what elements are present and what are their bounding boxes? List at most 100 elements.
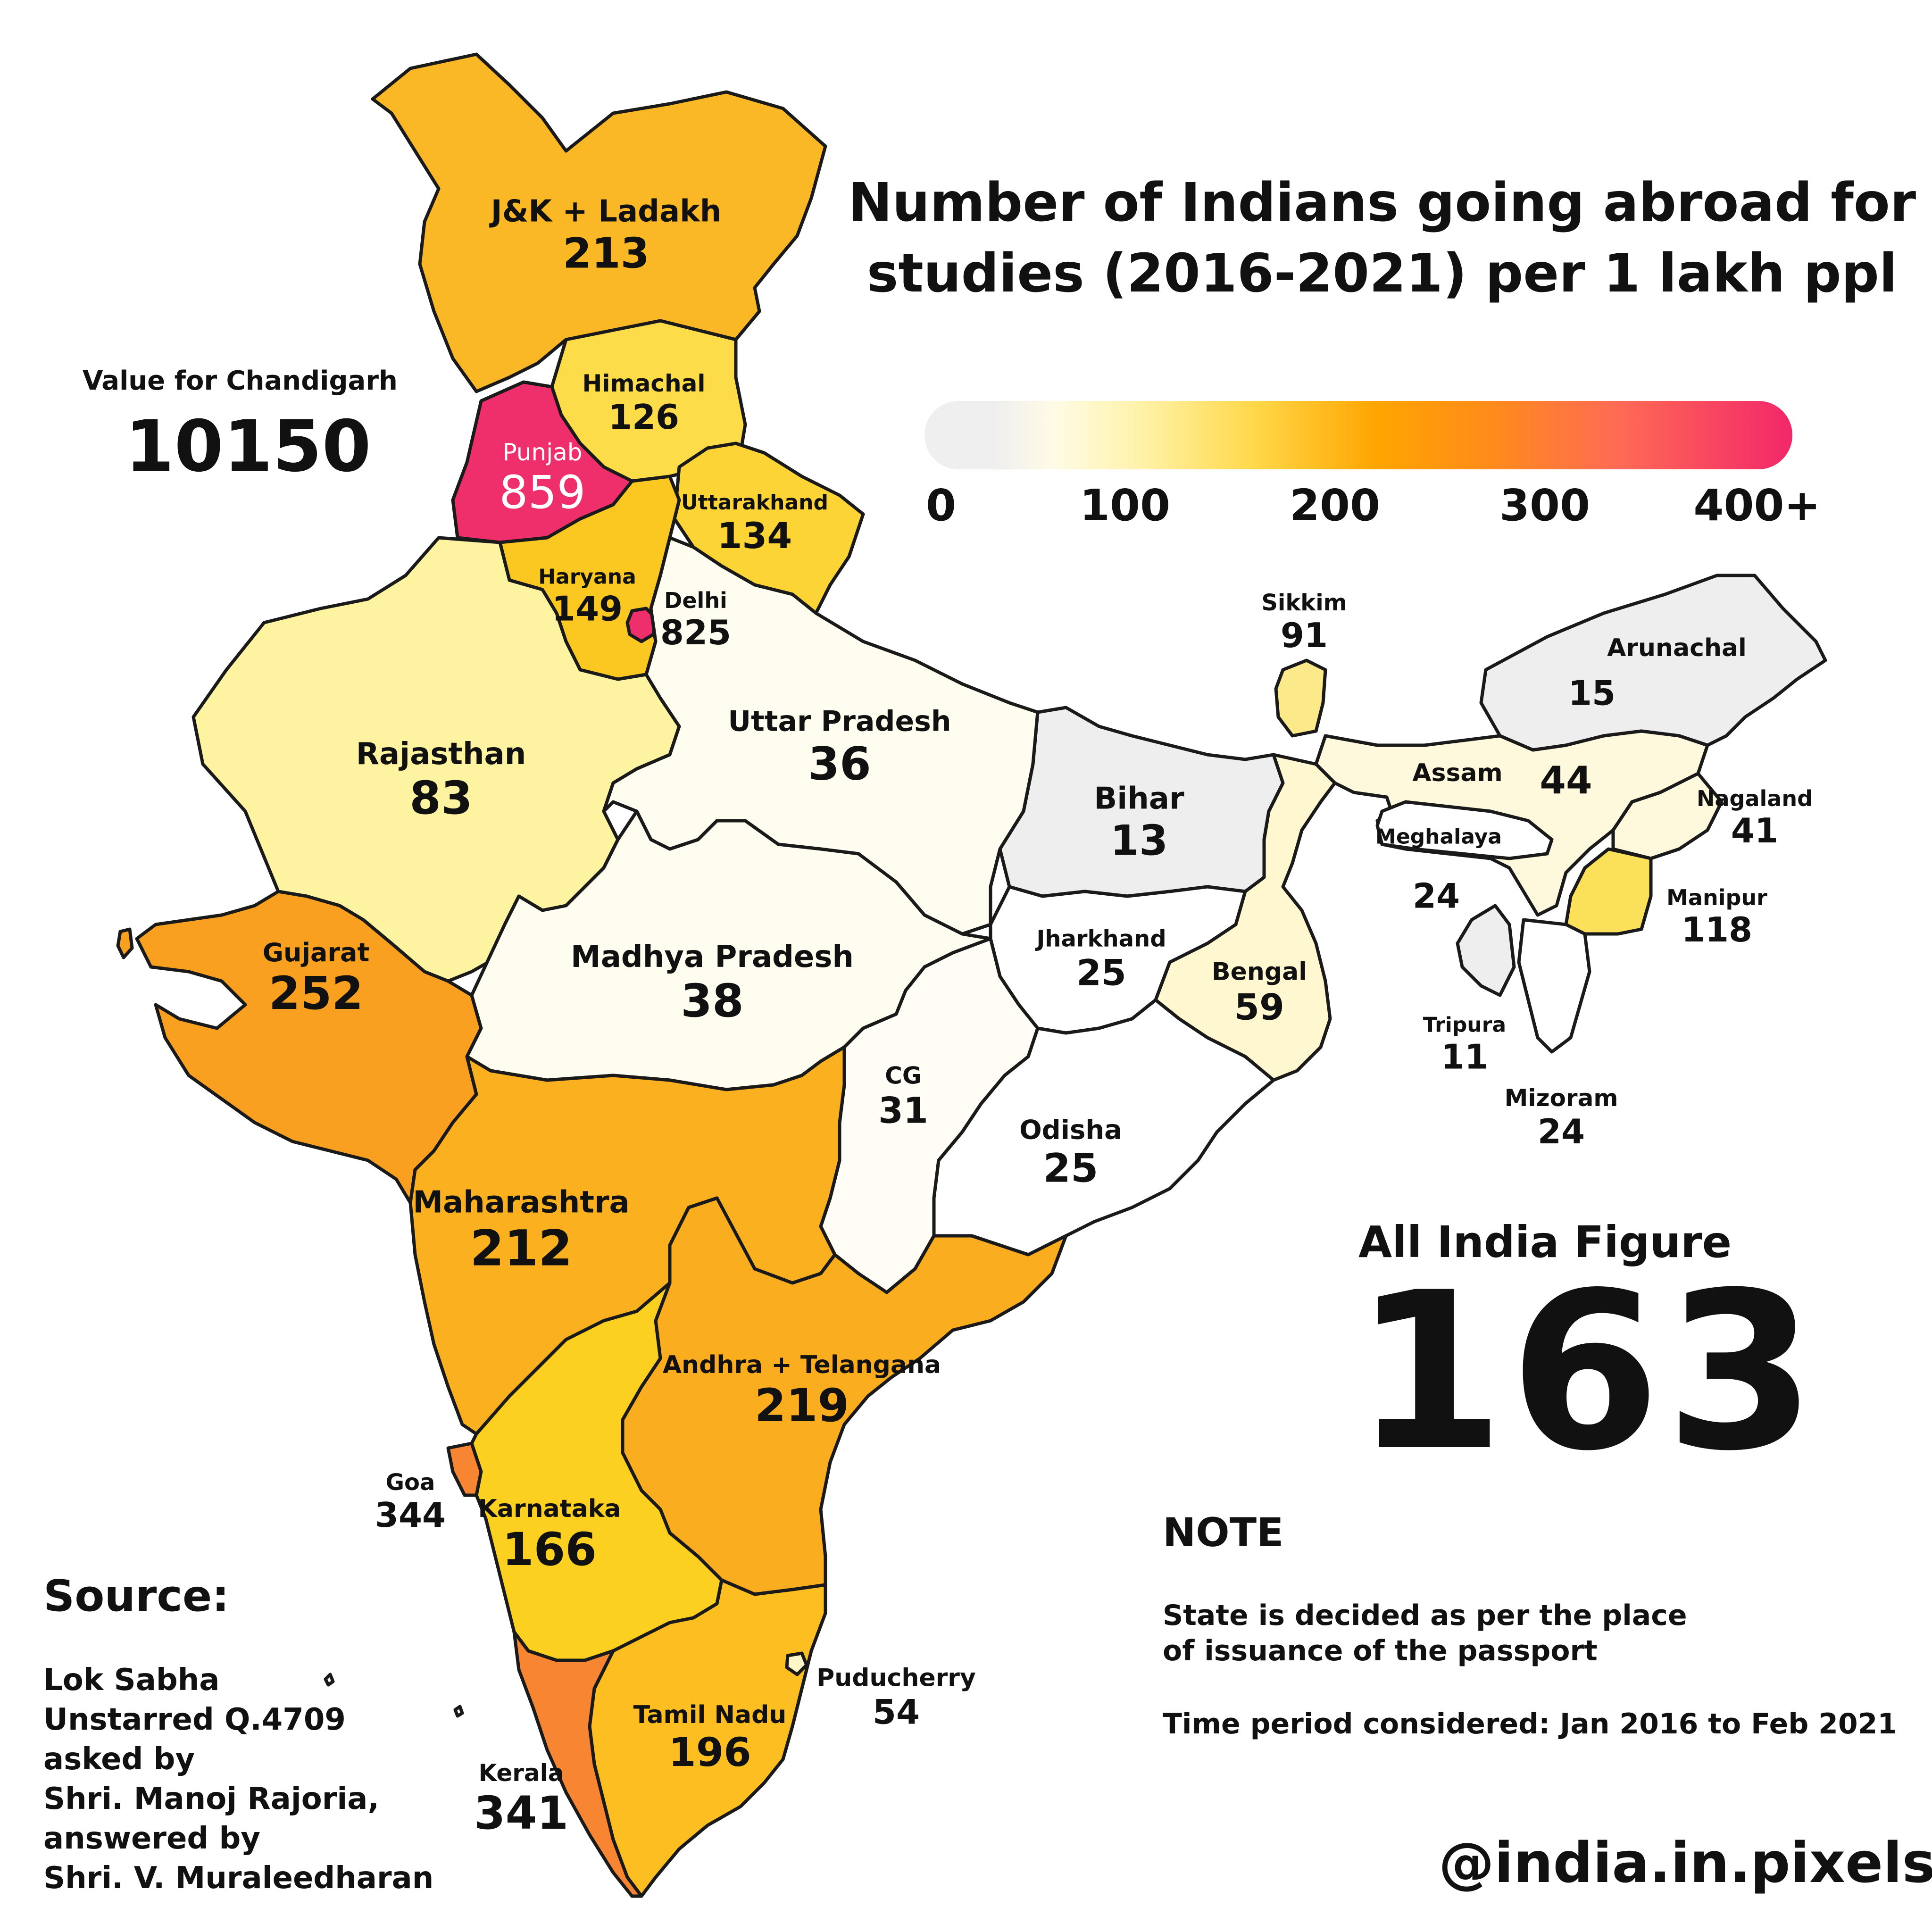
region-meghalaya — [1375, 800, 1554, 860]
source-text: Lok Sabha Unstarred Q.4709 asked by Shri… — [43, 1660, 468, 1898]
lakshadweep-island — [453, 1705, 464, 1718]
region-label: Delhi 825 — [660, 588, 731, 652]
region-name: Karnataka — [478, 1494, 621, 1523]
author-credit: @india.in.pixels — [1439, 1830, 1932, 1895]
region-name: Nagaland — [1697, 786, 1813, 812]
region-value: 83 — [409, 771, 473, 824]
diu-island — [116, 927, 134, 959]
source-heading: Source: — [43, 1571, 230, 1621]
region-value: 118 — [1681, 910, 1753, 950]
region-gujarat — [135, 890, 483, 1205]
region-name: Tripura — [1423, 1013, 1507, 1037]
region-label: Meghalaya — [1375, 825, 1502, 849]
region-name: Bengal — [1211, 958, 1307, 986]
region-value-label: 24 — [1412, 876, 1460, 916]
scale-tick: 300 — [1499, 480, 1591, 531]
region-value: 196 — [668, 1729, 751, 1775]
region-name: Maharashtra — [413, 1185, 630, 1220]
region-name: Odisha — [1019, 1115, 1122, 1146]
region-value: 41 — [1731, 811, 1779, 851]
region-value: 166 — [502, 1523, 597, 1576]
region-label: Arunachal — [1607, 634, 1747, 663]
region-value: 11 — [1441, 1036, 1489, 1076]
region-label: Mizoram 24 — [1504, 1084, 1618, 1151]
region-label: J&K + Ladakh 213 — [491, 194, 722, 277]
region-value: 859 — [499, 466, 586, 519]
region-name: Delhi — [664, 588, 727, 614]
note-text: State is decided as per the place — [1163, 1599, 1687, 1632]
region-label: CG 31 — [878, 1062, 928, 1131]
region-odisha — [932, 998, 1275, 1257]
source-line: Lok Sabha — [43, 1663, 220, 1698]
region-name: CG — [885, 1062, 922, 1090]
scale-tick: 200 — [1289, 480, 1381, 531]
region-value: 24 — [1537, 1111, 1585, 1151]
source-line: Shri. V. Muraleedharan — [43, 1861, 434, 1896]
title-line-1: Number of Indians going abroad for — [848, 172, 1916, 233]
region-value-label: 15 — [1568, 674, 1616, 713]
chandigarh-label: Value for Chandigarh — [83, 366, 398, 396]
region-value: 341 — [474, 1786, 569, 1840]
region-name: Kerala — [478, 1759, 564, 1787]
region-label: Assam — [1412, 759, 1502, 788]
all-india-label: All India Figure — [1358, 1217, 1732, 1267]
scale-tick: 0 — [925, 480, 957, 531]
region-label: Madhya Pradesh 38 — [571, 940, 854, 1027]
source-line: Unstarred Q.4709 — [43, 1702, 346, 1737]
note-heading: NOTE — [1163, 1509, 1284, 1556]
region-label: Nagaland 41 — [1697, 786, 1813, 850]
region-value: 54 — [872, 1692, 920, 1732]
region-value-label: 44 — [1540, 759, 1592, 802]
region-label: Bengal 59 — [1211, 958, 1307, 1028]
lakshadweep-island — [324, 1673, 335, 1687]
region-name: Arunachal — [1607, 634, 1747, 663]
region-delhi — [625, 607, 658, 643]
region-label: Tripura 11 — [1423, 1013, 1506, 1076]
region-label: Maharashtra 212 — [413, 1185, 629, 1276]
region-name: Haryana — [538, 565, 636, 589]
region-mizoram — [1517, 918, 1591, 1054]
region-name: Jharkhand — [1036, 925, 1166, 952]
region-label: Sikkim 91 — [1261, 590, 1347, 655]
region-arunachal — [1479, 574, 1827, 752]
region-label: Bihar 13 — [1094, 782, 1184, 864]
chandigarh-value: 10150 — [125, 406, 371, 488]
region-name: Meghalaya — [1375, 824, 1502, 849]
region-label: Rajasthan 83 — [356, 737, 526, 824]
region-label: Gujarat 252 — [263, 938, 370, 1019]
region-value: 24 — [1412, 876, 1460, 916]
region-name: Assam — [1412, 759, 1503, 788]
region-value: 126 — [608, 397, 680, 437]
region-value: 38 — [681, 974, 744, 1027]
region-label: Manipur 118 — [1666, 885, 1767, 949]
region-name: Mizoram — [1504, 1084, 1618, 1112]
scale-tick: 400+ — [1693, 480, 1821, 531]
region-value: 91 — [1280, 616, 1328, 656]
region-kerala — [512, 1630, 643, 1898]
all-india-value: 163 — [1354, 1246, 1821, 1499]
region-value: 44 — [1540, 758, 1592, 802]
region-value: 25 — [1076, 951, 1126, 994]
color-scale-bar — [924, 401, 1792, 469]
region-tripura — [1456, 904, 1516, 997]
region-value: 344 — [375, 1495, 446, 1535]
region-label: Andhra + Telangana 219 — [663, 1351, 941, 1432]
region-label: Tamil Nadu 196 — [633, 1701, 787, 1775]
region-label: Uttar Pradesh 36 — [728, 705, 951, 790]
region-name: J&K + Ladakh — [491, 194, 722, 229]
map-title: Number of Indians going abroad for studi… — [840, 167, 1924, 309]
source-line: asked by — [43, 1742, 195, 1777]
source-line: Shri. Manoj Rajoria, — [43, 1782, 379, 1816]
region-name: Manipur — [1666, 885, 1767, 911]
region-value: 134 — [717, 514, 792, 557]
region-label: Punjab 859 — [499, 439, 585, 518]
region-label: Jharkhand 25 — [1036, 925, 1166, 994]
region-label: Kerala 341 — [474, 1760, 568, 1839]
source-line: answered by — [43, 1821, 260, 1856]
region-value: 219 — [754, 1379, 849, 1432]
region-name: Andhra + Telangana — [662, 1350, 941, 1379]
region-name: Uttar Pradesh — [728, 705, 951, 738]
note-text: Time period considered: Jan 2016 to Feb … — [1163, 1707, 1898, 1740]
region-puducherry — [785, 1651, 808, 1676]
